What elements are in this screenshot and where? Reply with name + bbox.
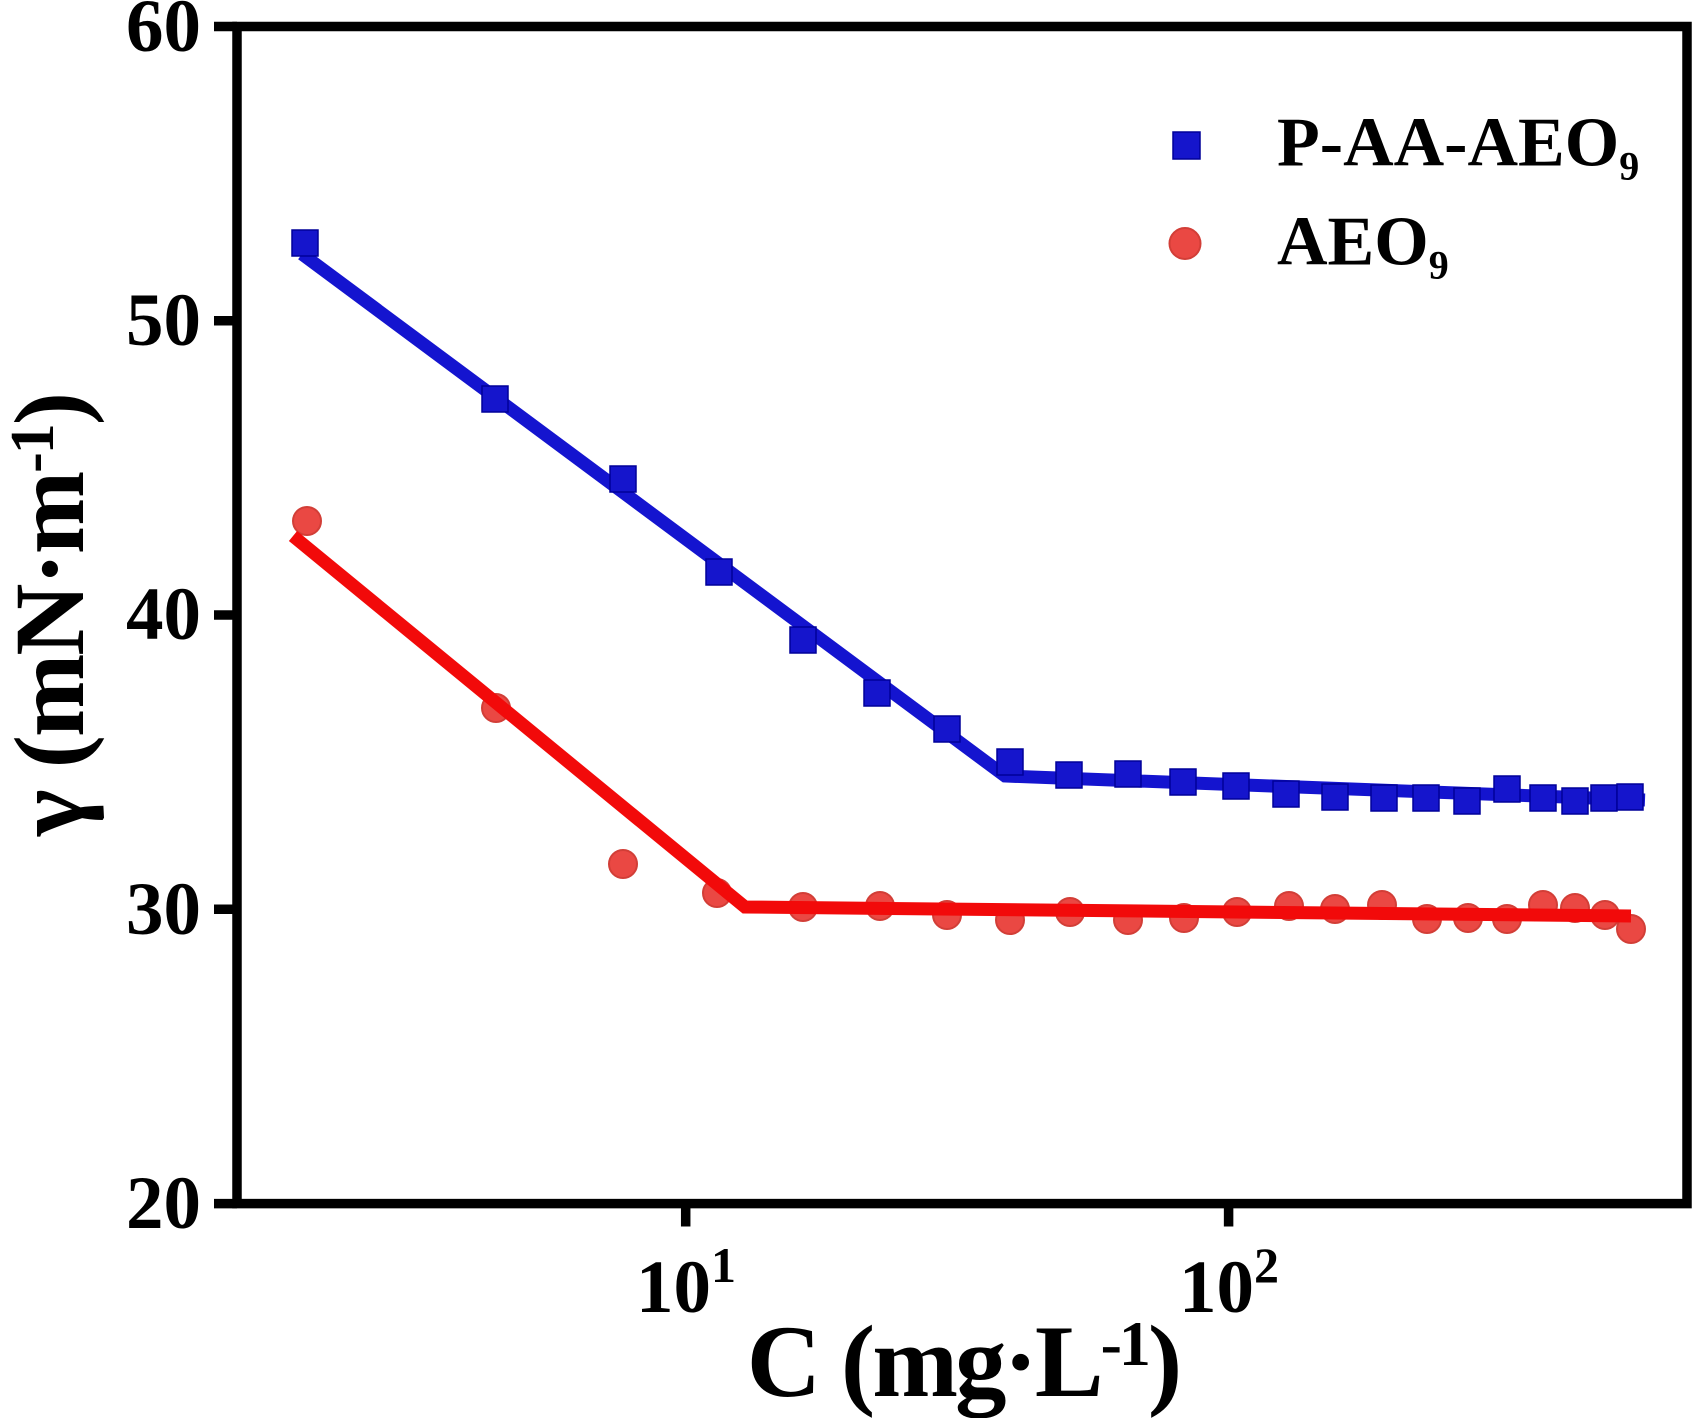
svg-text:1: 1 — [711, 1237, 736, 1293]
svg-text:2: 2 — [1254, 1237, 1279, 1293]
svg-text:P-AA-AEO9: P-AA-AEO9 — [1277, 105, 1639, 189]
svg-text:AEO9: AEO9 — [1277, 204, 1449, 288]
svg-text:10: 10 — [1179, 1246, 1254, 1329]
svg-text:20: 20 — [126, 1162, 201, 1245]
svg-text:50: 50 — [126, 279, 201, 362]
svg-text:60: 60 — [126, 0, 201, 68]
svg-text:C (mg·L-1): C (mg·L-1) — [747, 1305, 1179, 1418]
svg-text:10: 10 — [636, 1246, 711, 1329]
svg-text:30: 30 — [126, 868, 201, 951]
svg-text:40: 40 — [126, 573, 201, 656]
